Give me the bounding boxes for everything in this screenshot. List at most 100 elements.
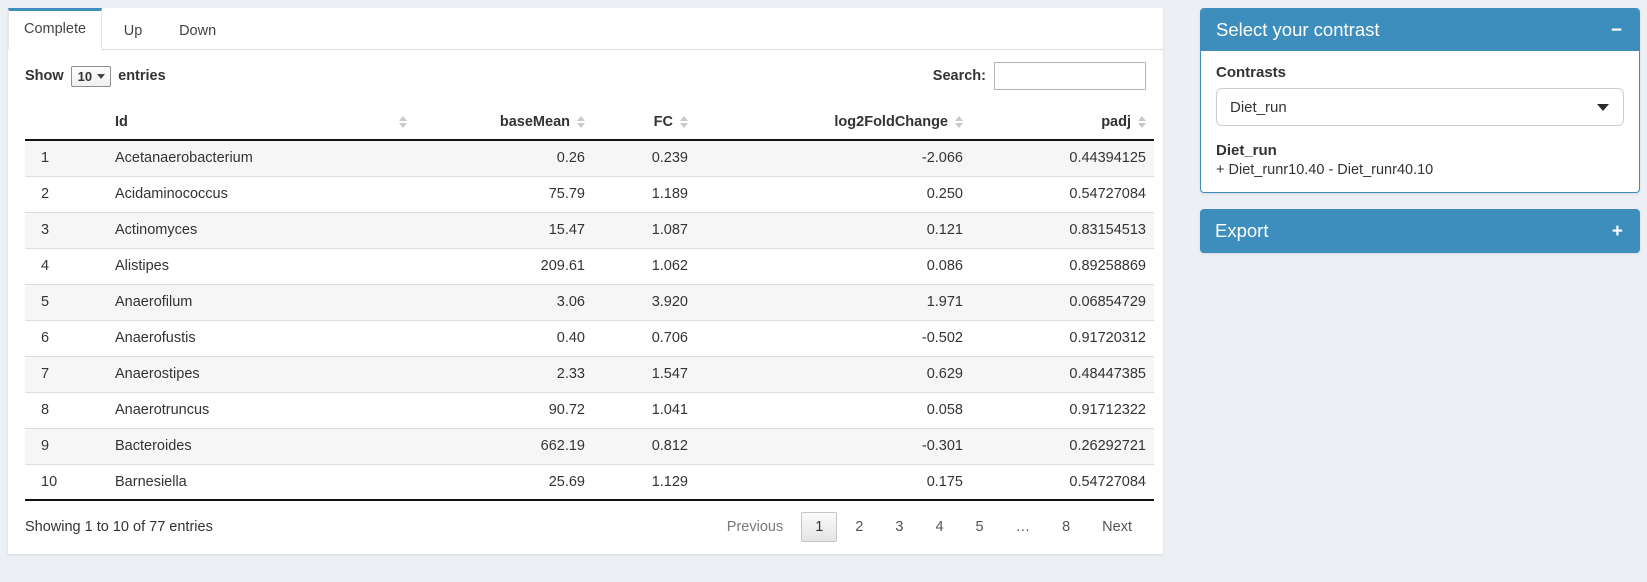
page-length-value: 10 — [77, 68, 93, 84]
cell-padj: 0.44394125 — [1069, 150, 1146, 167]
sort-icon — [577, 115, 585, 128]
cell-padj: 0.83154513 — [1069, 222, 1146, 238]
cell-rownum: 9 — [41, 438, 50, 454]
search-input[interactable] — [994, 62, 1146, 90]
table-footer: Showing 1 to 10 of 77 entries Previous 1 2… — [25, 512, 1146, 542]
contrast-name: Diet_run — [1216, 142, 1277, 159]
column-label: baseMean — [499, 113, 570, 130]
page-length-control: Show 10 entries — [25, 65, 166, 87]
cell-rownum: 5 — [41, 294, 50, 310]
table-row[interactable]: 9 Bacteroides 662.19 0.812 -0.301 0.26292721 — [25, 428, 1154, 464]
cell-padj: 0.54727084 — [1069, 473, 1146, 490]
entries-label: entries — [118, 68, 166, 84]
results-tab-bar: Complete Up Down — [8, 8, 1163, 50]
cell-log2foldchange: -0.301 — [921, 438, 963, 454]
column-header-basemean[interactable]: baseMean — [415, 104, 593, 141]
sort-icon — [399, 115, 407, 128]
table-row[interactable]: 10 Barnesiella 25.69 1.129 0.175 0.54727084 — [25, 464, 1154, 500]
cell-padj: 0.06854729 — [1069, 294, 1146, 310]
cell-fc: 1.129 — [651, 473, 688, 490]
table-controls: Show 10 entries Search: — [25, 62, 1146, 90]
table-row[interactable]: 4 Alistipes 209.61 1.062 0.086 0.89258869 — [25, 248, 1154, 284]
cell-basemean: 0.40 — [556, 330, 585, 346]
cell-rownum: 10 — [41, 473, 58, 490]
contrast-formula: + Diet_runr10.40 - Diet_runr40.10 — [1216, 162, 1434, 178]
column-header-fc[interactable]: FC — [593, 104, 696, 141]
page-button-1[interactable]: 1 — [801, 512, 838, 542]
column-label: log2FoldChange — [834, 113, 948, 130]
table-row[interactable]: 8 Anaerotruncus 90.72 1.041 0.058 0.91712322 — [25, 392, 1154, 428]
cell-log2foldchange: 0.629 — [926, 366, 963, 382]
cell-fc: 1.062 — [651, 258, 688, 274]
cell-fc: 0.706 — [651, 330, 688, 346]
cell-basemean: 662.19 — [540, 438, 585, 454]
collapse-minus-icon[interactable]: − — [1610, 19, 1622, 41]
cell-padj: 0.48447385 — [1069, 366, 1146, 382]
cell-fc: 0.812 — [651, 438, 688, 454]
cell-id: Acidaminococcus — [115, 186, 228, 202]
cell-log2foldchange: 1.971 — [926, 294, 963, 310]
page-button-5[interactable]: 5 — [975, 519, 984, 535]
table-row[interactable]: 7 Anaerostipes 2.33 1.547 0.629 0.48447385 — [25, 356, 1154, 392]
previous-page-button: Previous — [726, 519, 784, 535]
cell-fc: 1.087 — [651, 222, 688, 238]
column-label: Id — [115, 113, 128, 130]
cell-fc: 1.189 — [651, 186, 688, 202]
contrast-panel-title: Select your contrast — [1216, 19, 1380, 40]
tab-down[interactable]: Down — [179, 23, 217, 39]
page: Complete Up Down Show 10 entries Search: — [8, 8, 1640, 554]
page-button-4[interactable]: 4 — [935, 519, 944, 535]
contrast-panel-header: Select your contrast − — [1201, 9, 1639, 51]
cell-id: Acetanaerobacterium — [115, 150, 253, 167]
cell-fc: 0.239 — [651, 150, 688, 167]
page-button-8[interactable]: 8 — [1062, 519, 1071, 535]
contrast-panel: Select your contrast − Contrasts Diet_ru… — [1200, 8, 1640, 193]
sidebar: Select your contrast − Contrasts Diet_ru… — [1200, 8, 1640, 554]
cell-basemean: 0.26 — [556, 150, 585, 167]
cell-basemean: 3.06 — [556, 294, 585, 310]
results-tab-box: Complete Up Down Show 10 entries Search: — [8, 8, 1163, 554]
caret-down-icon — [1597, 103, 1609, 111]
sort-icon — [1138, 115, 1146, 128]
contrast-select[interactable]: Diet_run — [1216, 88, 1624, 126]
cell-fc: 3.920 — [651, 294, 688, 310]
column-header-padj[interactable]: padj — [971, 104, 1154, 141]
expand-plus-icon[interactable]: + — [1611, 220, 1623, 242]
cell-basemean: 2.33 — [556, 366, 585, 382]
cell-log2foldchange: 0.250 — [926, 186, 963, 202]
cell-padj: 0.54727084 — [1069, 186, 1146, 202]
cell-id: Anaerofilum — [115, 294, 193, 310]
cell-id: Barnesiella — [115, 473, 187, 490]
tab-up[interactable]: Up — [123, 23, 143, 39]
cell-id: Anaerofustis — [115, 330, 196, 346]
results-table: Id baseMean FC log2FoldChange padj 1 Acetanae… — [25, 104, 1154, 501]
cell-rownum: 1 — [41, 150, 50, 167]
table-row[interactable]: 2 Acidaminococcus 75.79 1.189 0.250 0.5472708… — [25, 176, 1154, 212]
table-row[interactable]: 5 Anaerofilum 3.06 3.920 1.971 0.06854729 — [25, 284, 1154, 320]
cell-log2foldchange: 0.086 — [926, 258, 963, 274]
cell-basemean: 90.72 — [548, 402, 585, 418]
table-header-row: Id baseMean FC log2FoldChange padj — [25, 104, 1154, 141]
page-button-3[interactable]: 3 — [895, 519, 904, 535]
cell-rownum: 8 — [41, 402, 50, 418]
column-label: FC — [653, 113, 673, 130]
cell-fc: 1.547 — [651, 366, 688, 382]
cell-id: Bacteroides — [115, 438, 192, 454]
results-table-panel: Show 10 entries Search: Id baseMe — [8, 50, 1163, 556]
column-header-id[interactable]: Id — [115, 104, 415, 141]
cell-padj: 0.91720312 — [1069, 330, 1146, 346]
tab-complete[interactable]: Complete — [8, 8, 103, 50]
table-row[interactable]: 3 Actinomyces 15.47 1.087 0.121 0.83154513 — [25, 212, 1154, 248]
cell-basemean: 209.61 — [540, 258, 585, 274]
cell-rownum: 4 — [41, 258, 50, 274]
next-page-button[interactable]: Next — [1102, 519, 1132, 535]
page-button-2[interactable]: 2 — [855, 519, 864, 535]
column-header-log2foldchange[interactable]: log2FoldChange — [696, 104, 971, 141]
cell-padj: 0.89258869 — [1069, 258, 1146, 274]
page-length-select[interactable]: 10 — [70, 65, 112, 87]
table-row[interactable]: 1 Acetanaerobacterium 0.26 0.239 -2.066 0.443… — [25, 140, 1154, 176]
chevron-down-icon — [97, 73, 106, 79]
table-row[interactable]: 6 Anaerofustis 0.40 0.706 -0.502 0.91720312 — [25, 320, 1154, 356]
contrasts-label: Contrasts — [1216, 64, 1287, 81]
export-panel-header[interactable]: Export + — [1200, 209, 1640, 253]
